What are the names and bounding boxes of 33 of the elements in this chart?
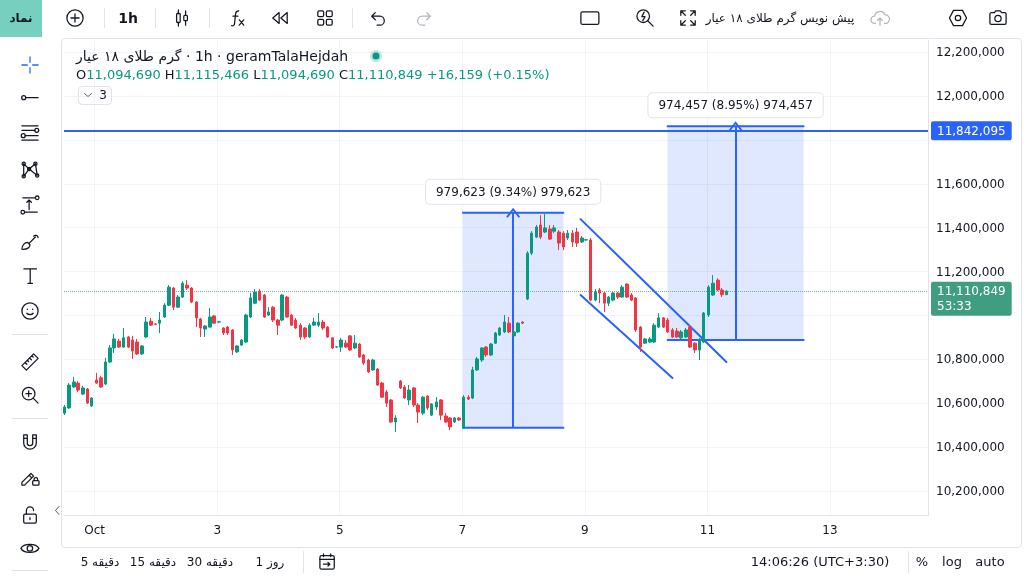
annotation: 3 <box>99 87 107 103</box>
x-tick-label: 9 <box>581 523 589 537</box>
annotation: 979,623 (9.34%) 979,623 <box>435 184 591 199</box>
y-tick-label: 11,600,000 <box>936 176 1005 191</box>
y-tick-label: 11,200,000 <box>936 264 1005 279</box>
y-tick-label: 11,400,000 <box>936 220 1005 235</box>
text: log <box>942 554 962 570</box>
x-tick-label: 11 <box>699 523 716 537</box>
text: 1h <box>118 9 138 27</box>
y-tick-label: 10,200,000 <box>936 484 1005 499</box>
text: 14:06:26 (UTC+3:30) <box>750 554 890 570</box>
ref-line-label: 11,842,095 <box>937 123 1006 138</box>
y-tick-label: 10,800,000 <box>936 352 1005 367</box>
text: 5 دقیقه <box>80 554 120 570</box>
y-tick-label: 10,600,000 <box>936 396 1005 411</box>
text: auto <box>975 554 1005 570</box>
text: O11,094,690 H11,115,466 L11,094,690 C11,110,849 +16,159 (+0.15%) <box>76 67 550 82</box>
x-tick-label: 13 <box>822 523 838 537</box>
x-tick-label: 5 <box>335 523 344 537</box>
text: نماد <box>9 10 33 26</box>
text: % <box>915 554 929 570</box>
y-tick-label: 10,400,000 <box>936 440 1005 455</box>
text: 15 دقیقه <box>129 554 177 570</box>
x-tick-label: 3 <box>213 523 222 537</box>
ref-line-label: 11,110,849 53:33 <box>937 284 1006 314</box>
y-tick-label: 12,200,000 <box>936 45 1005 60</box>
text: 30 دقیقه <box>186 554 234 570</box>
x-tick-label: Oct <box>84 523 106 537</box>
text: 1 روز <box>255 554 285 570</box>
x-tick-label: 7 <box>458 523 467 537</box>
annotation: 974,457 (8.95%) 974,457 <box>658 98 813 113</box>
text: پیش نویس گرم طلای ۱۸ عیار <box>705 10 855 26</box>
y-tick-label: 12,000,000 <box>936 88 1005 103</box>
